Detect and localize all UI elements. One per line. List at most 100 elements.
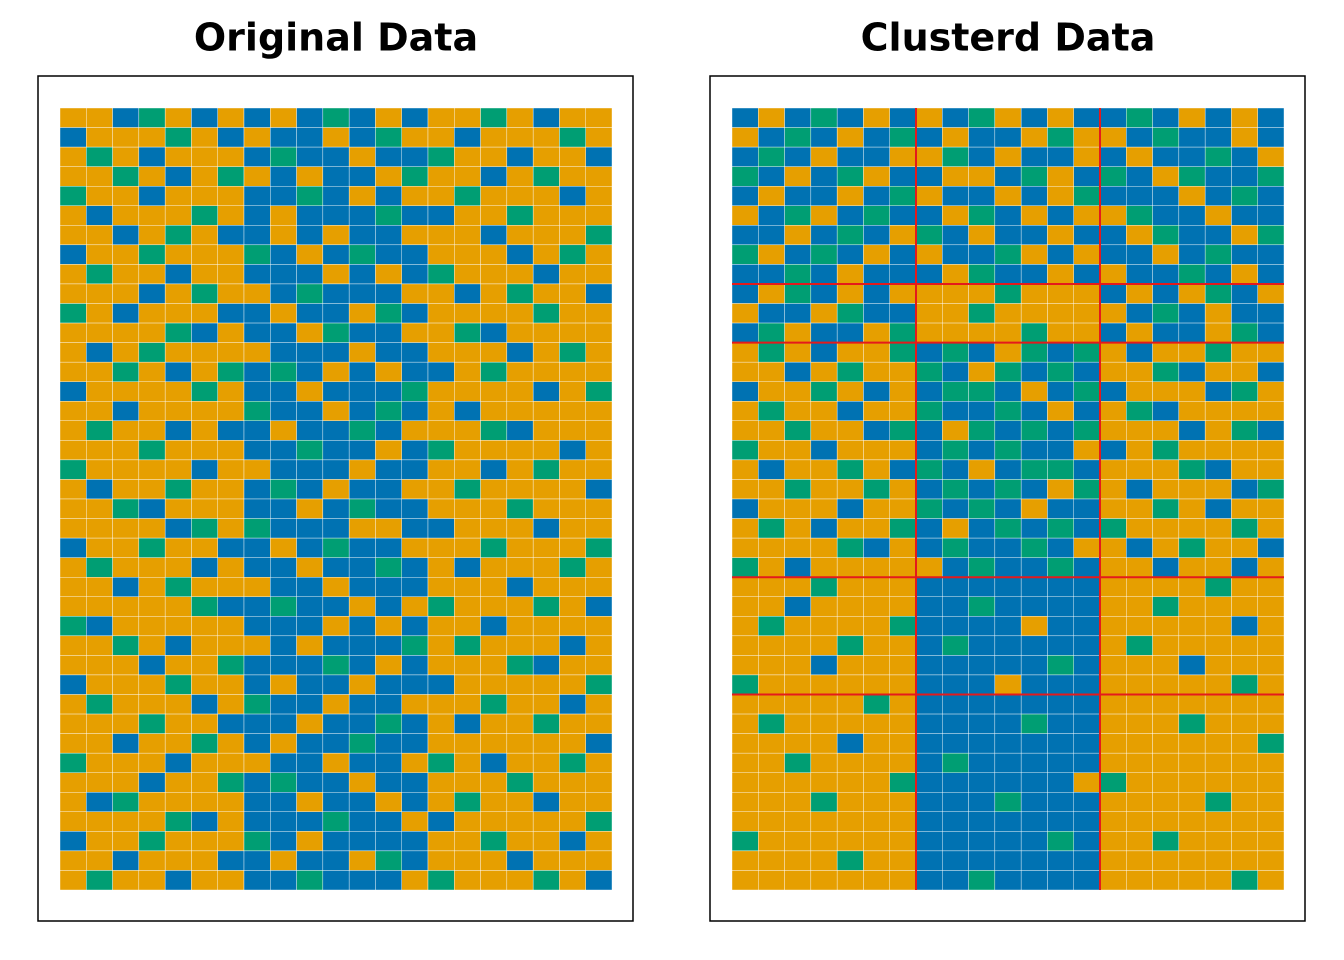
heatmap-cell [784, 146, 812, 167]
heatmap-cell [270, 361, 297, 382]
heatmap-cell [585, 870, 613, 891]
heatmap-cell [112, 361, 140, 382]
heatmap-cell [994, 752, 1022, 773]
heatmap-cell [731, 459, 759, 480]
heatmap-cell [1152, 185, 1180, 206]
heatmap-cell [375, 537, 402, 558]
heatmap-cell [1257, 694, 1285, 715]
heatmap-cell [138, 205, 166, 226]
heatmap-cell [217, 185, 245, 206]
heatmap-cell [375, 420, 402, 441]
heatmap-cell [138, 420, 166, 441]
heatmap-cell [836, 244, 864, 265]
heatmap-cell [758, 303, 785, 324]
heatmap-cell [401, 557, 429, 578]
heatmap-cell [138, 244, 166, 265]
heatmap-cell [585, 303, 613, 324]
heatmap-cell [836, 185, 864, 206]
heatmap-cell [1178, 694, 1206, 715]
heatmap-cell [1204, 498, 1232, 519]
heatmap-cell [454, 635, 481, 656]
heatmap-cell [1178, 283, 1206, 304]
heatmap-cell [506, 303, 534, 324]
heatmap-cell [401, 146, 429, 167]
heatmap-cell [994, 674, 1022, 695]
heatmap-cell [836, 166, 864, 187]
heatmap-cell [1126, 244, 1153, 265]
heatmap-cell [758, 831, 785, 852]
heatmap-cell [731, 577, 759, 597]
heatmap-cell [1204, 596, 1232, 617]
heatmap-cell [296, 401, 324, 421]
heatmap-cell [1020, 557, 1048, 578]
heatmap-cell [243, 537, 271, 558]
heatmap-cell [401, 361, 429, 382]
heatmap-cell [454, 577, 481, 597]
heatmap-cell [164, 303, 192, 324]
heatmap-cell [506, 733, 534, 754]
heatmap-cell [784, 674, 812, 695]
heatmap-cell [1178, 185, 1206, 206]
heatmap-cell [59, 166, 87, 187]
heatmap-cell [863, 733, 890, 754]
heatmap-cell [454, 831, 481, 852]
heatmap-cell [243, 166, 271, 187]
heatmap-cell [191, 342, 218, 363]
heatmap-cell [532, 303, 560, 324]
heatmap-cell [243, 850, 271, 871]
heatmap-cell [164, 850, 192, 871]
heatmap-cell [480, 635, 508, 656]
heatmap-cell [559, 635, 586, 656]
heatmap-cell [401, 479, 429, 500]
heatmap-cell [86, 831, 113, 852]
heatmap-cell [1152, 772, 1180, 793]
heatmap-cell [1047, 616, 1074, 637]
heatmap-cell [994, 694, 1022, 715]
heatmap-cell [968, 674, 996, 695]
heatmap-cell [1178, 498, 1206, 519]
heatmap-cell [375, 479, 402, 500]
heatmap-cell [348, 166, 376, 187]
heatmap-cell [559, 850, 586, 871]
heatmap-cell [59, 303, 87, 324]
heatmap-cell [454, 146, 481, 167]
heatmap-cell [506, 694, 534, 715]
heatmap-cell [348, 459, 376, 480]
heatmap-cell [59, 616, 87, 637]
heatmap-cell [836, 518, 864, 539]
heatmap-cell [454, 655, 481, 676]
heatmap-cell [112, 440, 140, 461]
heatmap-cell [1257, 146, 1285, 167]
heatmap-cell [994, 127, 1022, 148]
heatmap-cell [1099, 303, 1127, 324]
heatmap-cell [191, 498, 218, 519]
heatmap-cell [968, 850, 996, 871]
heatmap-cell [112, 577, 140, 597]
heatmap-cell [480, 792, 508, 812]
heatmap-cell [270, 713, 297, 734]
heatmap-cell [217, 674, 245, 695]
heatmap-cell [375, 185, 402, 206]
heatmap-cell [1152, 792, 1180, 812]
heatmap-cell [86, 850, 113, 871]
heatmap-cell [427, 264, 455, 285]
heatmap-cell [86, 127, 113, 148]
heatmap-cell [138, 264, 166, 285]
heatmap-cell [506, 498, 534, 519]
heatmap-cell [480, 518, 508, 539]
heatmap-cell [375, 811, 402, 832]
heatmap-cell [480, 225, 508, 246]
heatmap-cell [532, 342, 560, 363]
heatmap-cell [506, 342, 534, 363]
heatmap-cell [1126, 537, 1153, 558]
heatmap-cell [1152, 127, 1180, 148]
heatmap-cell [1047, 283, 1074, 304]
heatmap-cell [1073, 674, 1101, 695]
heatmap-cell [1231, 596, 1258, 617]
heatmap-cell [480, 107, 508, 128]
heatmap-cell [138, 870, 166, 891]
heatmap-cell [1204, 772, 1232, 793]
heatmap-cell [1204, 381, 1232, 402]
heatmap-cell [731, 479, 759, 500]
heatmap-cell [1020, 303, 1048, 324]
